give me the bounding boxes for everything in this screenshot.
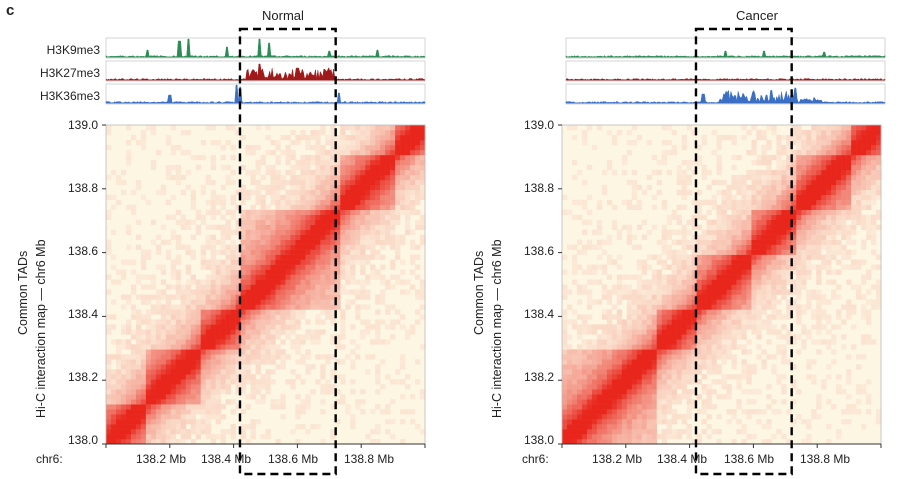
x-tick-label: 138.6 Mb bbox=[724, 452, 775, 466]
x-tick-label: 138.8 Mb bbox=[344, 452, 395, 466]
panel-title-cancer: Cancer bbox=[736, 8, 778, 23]
y-tick-label: 138.8 bbox=[523, 181, 554, 195]
x-axis-prefix: chr6: bbox=[522, 452, 549, 466]
y-tick-label: 139.0 bbox=[523, 118, 554, 132]
x-tick-label: 138.2 Mb bbox=[136, 452, 187, 466]
y-tick-label: 138.2 bbox=[67, 370, 98, 384]
x-tick-label: 138.4 Mb bbox=[657, 452, 708, 466]
track-frame bbox=[105, 60, 426, 82]
highlight-box bbox=[694, 27, 793, 476]
track-signal bbox=[565, 87, 886, 104]
track-label-h3k9me3: H3K9me3 bbox=[46, 43, 100, 57]
y-tick-label: 138.0 bbox=[523, 433, 554, 447]
y-tick-label: 138.4 bbox=[67, 307, 98, 321]
y-tick-label: 138.8 bbox=[67, 181, 98, 195]
y-tick-label: 138.0 bbox=[67, 433, 98, 447]
heatmap-cells bbox=[562, 125, 882, 445]
track-frame bbox=[565, 60, 886, 82]
panel-letter: c bbox=[6, 2, 15, 19]
track-signal bbox=[565, 78, 886, 81]
y-tick-label: 138.6 bbox=[67, 244, 98, 258]
track-frame bbox=[105, 37, 426, 59]
y-tick-label: 139.0 bbox=[67, 118, 98, 132]
x-tick-label: 138.6 Mb bbox=[268, 452, 319, 466]
y-tick-label: 138.2 bbox=[523, 370, 554, 384]
panel-title-normal: Normal bbox=[262, 8, 304, 23]
track-frame bbox=[565, 37, 886, 59]
track-signal bbox=[105, 38, 426, 58]
y-tick-label: 138.4 bbox=[523, 307, 554, 321]
track-signal bbox=[565, 50, 886, 58]
heatmap-cells bbox=[106, 125, 426, 445]
track-signal bbox=[105, 84, 426, 104]
x-axis-prefix: chr6: bbox=[36, 452, 63, 466]
track-signal bbox=[105, 63, 426, 81]
track-label-h3k27me3: H3K27me3 bbox=[39, 66, 100, 80]
highlight-box bbox=[238, 27, 337, 476]
track-label-h3k36me3: H3K36me3 bbox=[39, 89, 100, 103]
x-tick-label: 138.8 Mb bbox=[800, 452, 851, 466]
x-tick-label: 138.4 Mb bbox=[201, 452, 252, 466]
track-frame bbox=[105, 83, 426, 105]
y-tick-label: 138.6 bbox=[523, 244, 554, 258]
x-tick-label: 138.2 Mb bbox=[592, 452, 643, 466]
